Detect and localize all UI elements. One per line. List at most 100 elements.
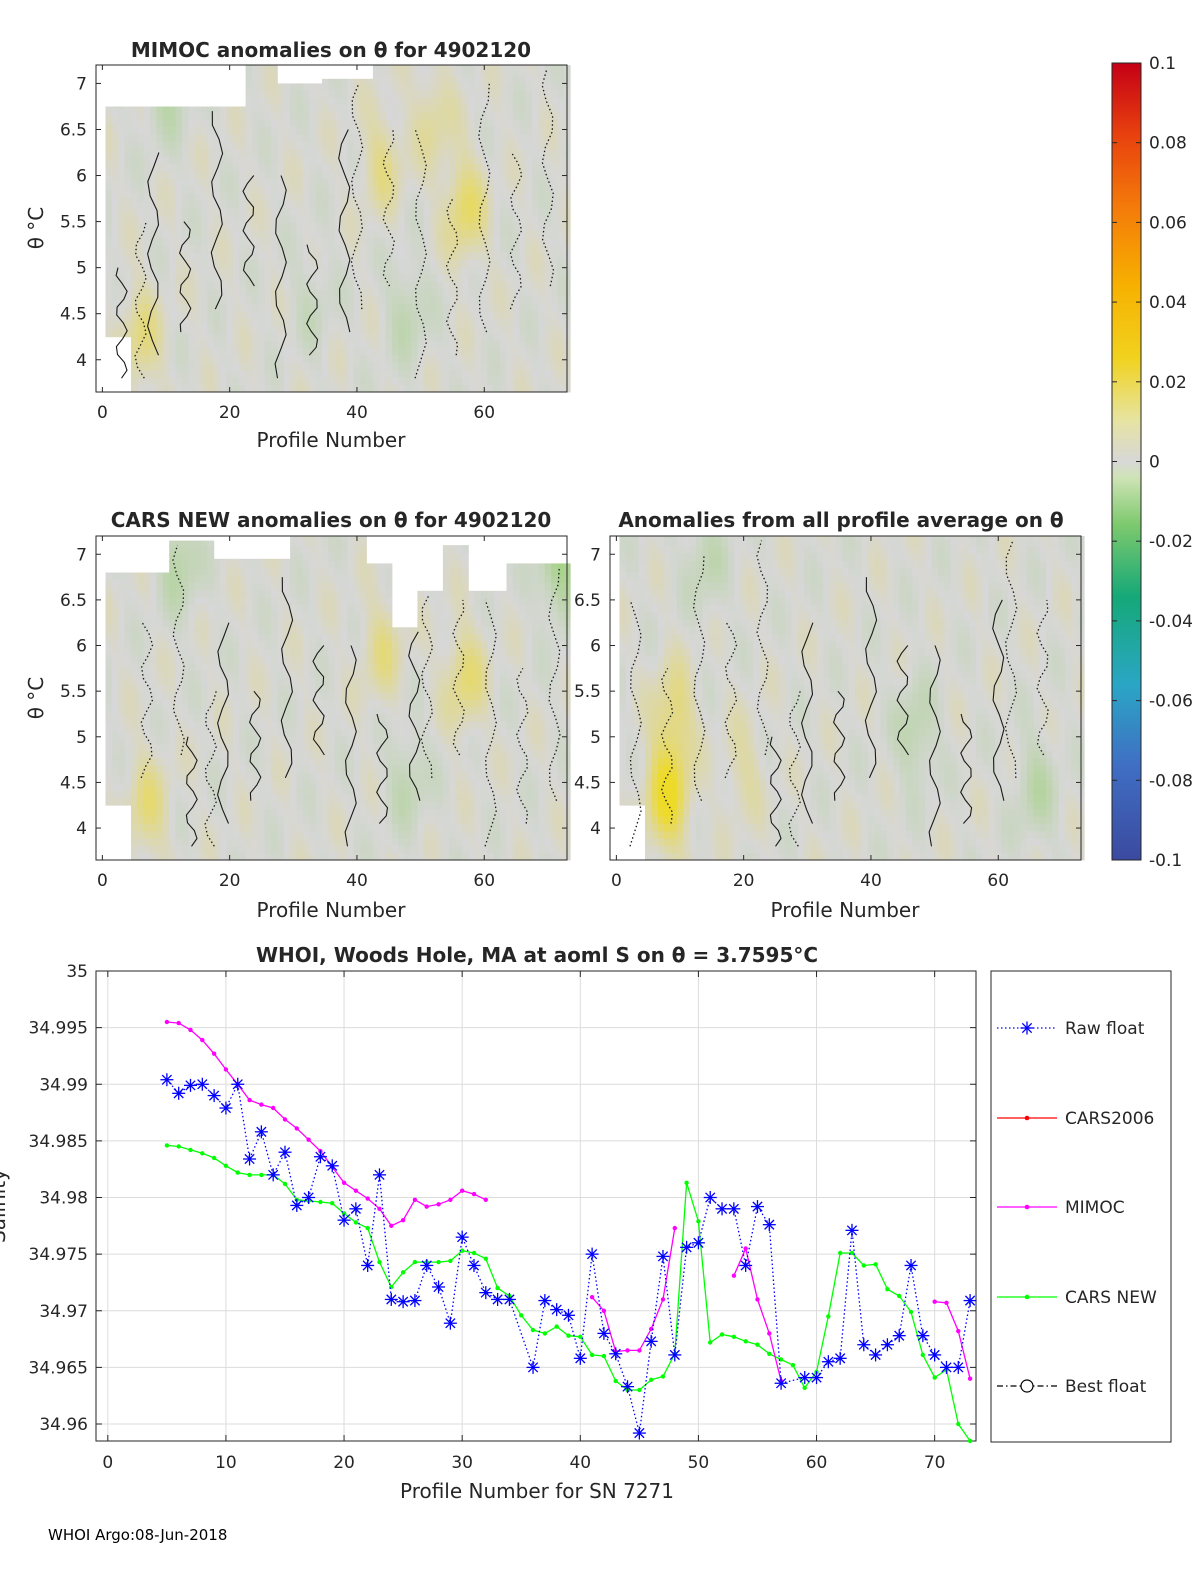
heat-cell [105,263,113,271]
heat-cell [315,553,323,561]
heat-cell [481,222,488,231]
heat-cell [277,333,285,341]
heat-cell [372,633,380,642]
heat-cell [111,746,119,755]
heat-cell [315,310,323,319]
heat-cell [118,776,126,784]
heat-cell [283,743,291,751]
heat-cell [315,244,323,253]
heat-cell [360,281,367,290]
heat-cell [245,597,253,605]
heat-cell [423,229,431,238]
heat-cell [258,662,266,671]
heat-cell [525,207,533,216]
heat-cell [328,104,336,113]
heat-cell [188,589,196,598]
heat-cell [334,823,342,832]
heat-cell [449,148,457,157]
heat-cell [296,222,304,231]
heat-cell [283,750,291,759]
heat-cell [296,641,304,649]
heat-cell [430,97,437,105]
heat-cell [309,325,316,334]
heat-cell [532,325,539,334]
heat-cell [519,333,527,341]
heat-cell [131,252,138,260]
heat-cell [245,575,253,583]
heat-cell [271,765,278,773]
heat-cell [360,274,367,282]
heat-cell [532,163,539,172]
heat-cell [277,207,285,216]
heat-cell [315,582,323,591]
heat-cell [379,141,386,150]
heat-cell [290,325,297,334]
heat-cell [239,355,246,363]
heat-cell [169,163,176,172]
heat-cell [487,274,495,282]
heat-cell [181,787,189,795]
heat-cell [137,699,145,708]
heat-cell [449,163,457,172]
heat-cell [169,626,176,635]
heat-cell [455,178,463,187]
heat-cell [181,597,189,605]
heat-cell [334,333,342,341]
heat-cell [131,274,138,282]
heat-cell [296,779,304,788]
heat-cell [334,207,342,216]
heat-cell [315,333,323,341]
heat-cell [232,757,240,766]
heat-cell [251,714,259,722]
heat-cell [290,735,297,744]
heat-cell [315,237,323,246]
heat-cell [366,141,374,150]
heat-cell [194,259,202,268]
heat-cell [105,322,113,330]
heat-cell [385,310,393,319]
heat-cell [188,611,196,620]
heat-cell [143,141,151,150]
heat-cell [220,362,227,371]
heat-cell [220,148,227,157]
heat-cell [347,310,355,319]
heat-cell [175,597,183,605]
heat-cell [277,721,285,729]
heat-cell [264,575,272,583]
heat-cell [220,714,227,722]
heat-cell [124,754,132,762]
heat-cell [315,126,323,135]
heat-cell [423,222,431,231]
heat-cell [474,148,482,157]
heat-cell [392,156,399,164]
mimoc-plot-frame [95,64,568,393]
heat-cell [150,310,157,319]
heat-cell [188,281,196,290]
heat-cell [111,754,119,762]
heat-cell [137,575,145,583]
heat-cell [392,82,399,91]
heat-cell [442,148,450,157]
heat-cell [283,310,291,319]
heat-cell [156,215,164,223]
heat-cell [220,721,227,729]
heat-cell [455,274,463,282]
heat-cell [264,266,272,275]
heat-cell [372,259,380,268]
heat-cell [137,288,145,297]
heat-cell [137,303,145,312]
heat-cell [309,362,316,371]
heat-cell [315,97,323,105]
heat-cell [417,178,425,187]
heat-cell [334,830,342,839]
heat-cell [239,207,246,216]
heat-cell [283,200,291,209]
heat-cell [283,333,291,341]
heat-cell [207,384,215,393]
heat-cell [436,237,444,246]
heat-cell [385,830,393,839]
heat-cell [232,369,240,378]
heat-cell [213,170,221,179]
heat-cell [111,659,119,667]
heat-cell [417,200,425,209]
